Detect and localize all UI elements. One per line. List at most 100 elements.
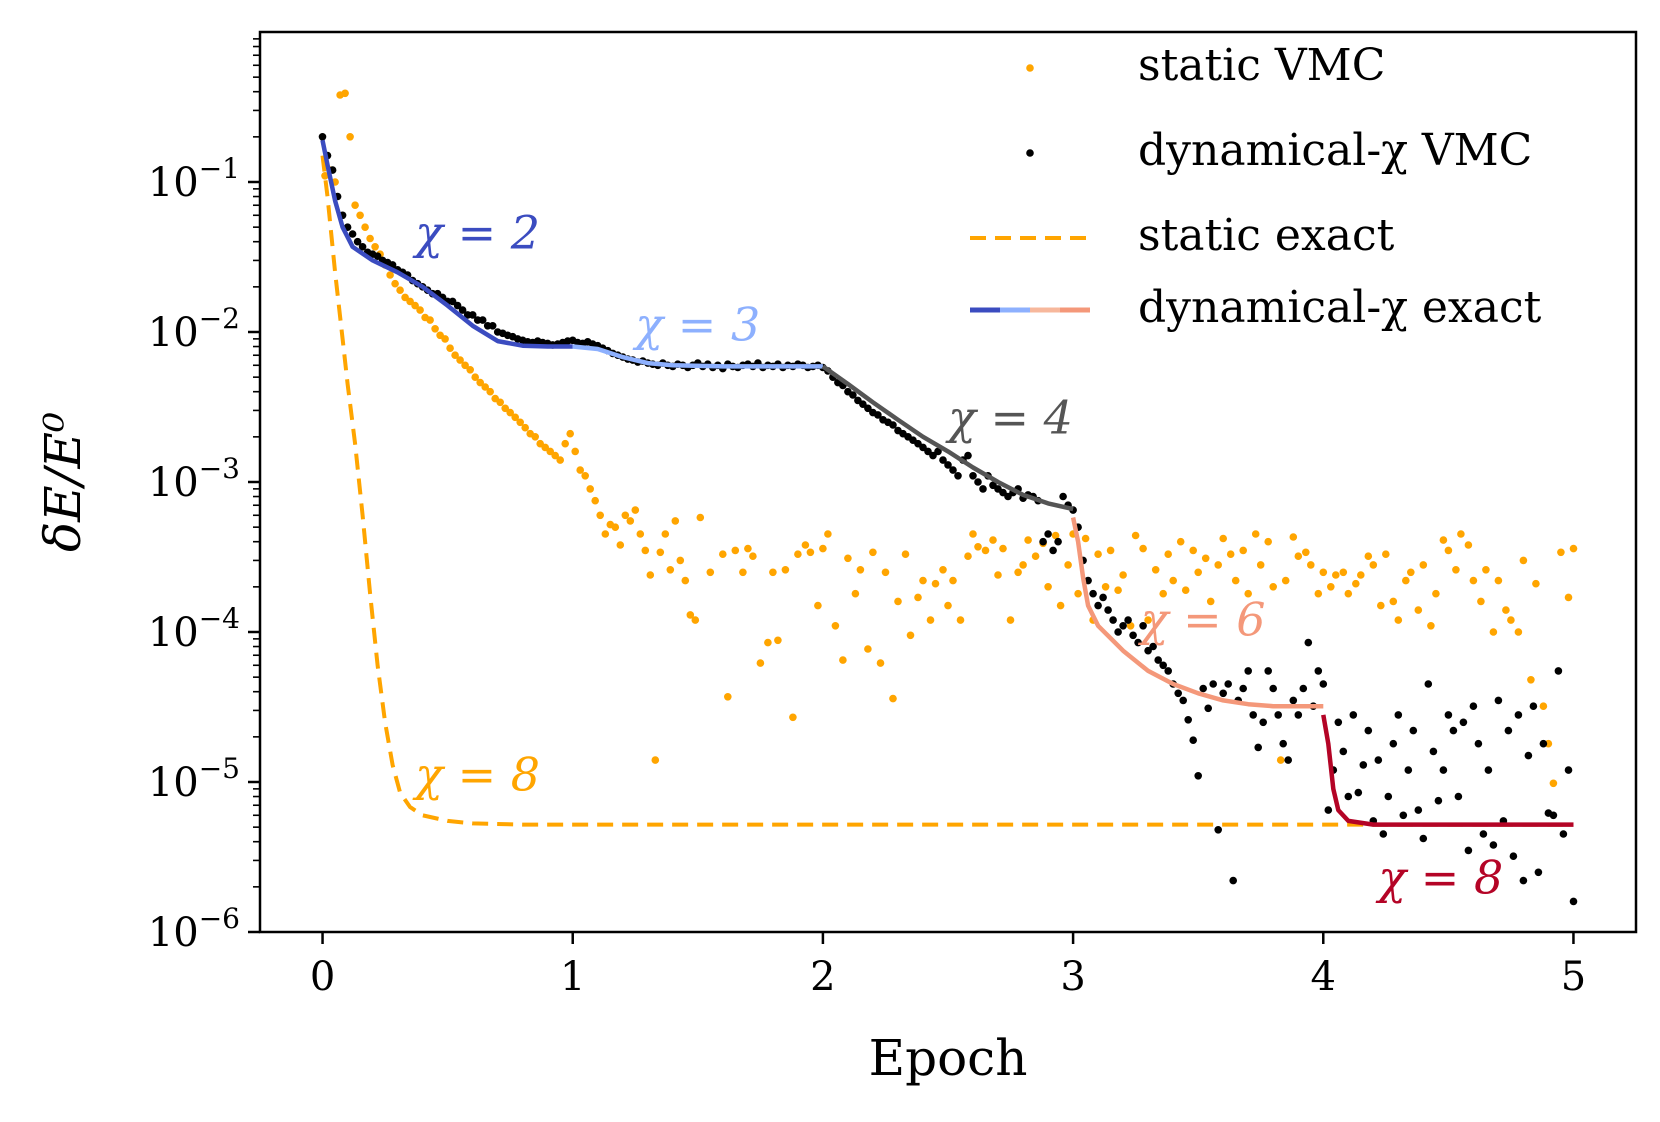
static-vmc-point [894,597,902,606]
static-vmc-point [501,404,510,413]
static-vmc-point [1206,597,1215,606]
dynamical-vmc-point [1229,876,1237,885]
static-vmc-point [814,601,822,610]
static-vmc-point [441,335,449,343]
dynamical-vmc-point [1284,756,1292,764]
static-vmc-point [1006,616,1015,624]
dynamical-vmc-point [1374,756,1383,764]
static-vmc-point [1507,616,1515,624]
static-vmc-point [1081,534,1090,543]
dynamical-vmc-point [1149,642,1157,651]
static-vmc-point [1139,544,1147,553]
dynamical-vmc-point [1239,684,1247,693]
dynamical-vmc-point [1564,766,1573,774]
x-tick-label: 3 [1060,954,1085,1000]
y-tick-label: 10−4 [148,602,240,656]
dynamical-vmc-point [1324,806,1333,814]
dynamical-vmc-point [1164,667,1172,675]
static-vmc-point [1439,536,1448,544]
static-vmc-point [881,568,890,577]
static-vmc-point [1407,568,1415,577]
static-vmc-point [1074,589,1082,598]
static-vmc-point [1239,546,1247,555]
static-vmc-point [1419,561,1428,569]
static-vmc-point [1114,586,1122,594]
static-vmc-point [521,423,529,432]
dynamical-vmc-point [1489,841,1498,849]
dynamical-vmc-point [1109,616,1117,624]
dynamical-vmc-point [1459,718,1468,727]
legend: static VMC dynamical-χ VMC static exact dyn… [970,40,1542,333]
static-vmc-point [1519,556,1528,565]
static-vmc-point [1094,550,1102,558]
static-vmc-point [346,133,354,141]
static-vmc-point [446,344,454,353]
chi-annotation: χ = 2 [412,206,540,260]
static-vmc-point [456,356,464,364]
static-vmc-point [1464,541,1473,549]
static-vmc-point [781,566,790,574]
static-vmc-point [1126,622,1135,630]
static-vmc-point [889,694,897,703]
dynamical-vmc-point [1399,811,1408,820]
static-vmc-point [561,439,569,448]
static-vmc-point [706,568,715,577]
dynamical-vmc-point [939,456,947,464]
static-vmc-point [1427,622,1435,630]
static-vmc-point [1044,583,1052,591]
dynamical-vmc-point [1444,711,1453,719]
dynamical-vmc-point [944,461,952,469]
static-vmc-point [1014,568,1022,577]
legend-label: dynamical-χ exact [1138,282,1542,333]
static-vmc-point [616,541,625,549]
dynamical-vmc-point [1304,638,1313,647]
static-vmc-point [506,408,514,417]
static-vmc-point [901,550,910,558]
static-vmc-point [611,523,620,531]
dynamical-vmc-point [478,316,487,324]
static-vmc-point [681,576,690,585]
static-vmc-point [1514,628,1523,636]
dynamical-vmc-point [1254,743,1262,752]
static-vmc-point [511,413,519,422]
dynamical-vmc-point [1094,601,1102,610]
static-vmc-point [1269,583,1277,591]
dynamical-vmc-point [1524,751,1533,760]
static-vmc-point [1144,616,1152,624]
static-vmc-point [1489,628,1498,636]
dynamical-vmc-point [874,411,882,419]
static-vmc-point [1307,561,1315,569]
static-vmc-point [806,548,815,557]
static-vmc-point [1457,530,1465,538]
static-vmc-point [914,593,922,602]
static-vmc-point [1452,566,1460,574]
static-vmc-point [1164,550,1172,558]
dynamical-vmc-point [1354,788,1363,797]
dynamical-vmc-point [353,237,362,246]
static-vmc-point [586,485,594,493]
chi-annotation: χ = 8 [1375,851,1503,905]
static-vmc-point [651,756,660,764]
dynamical-vmc-point [889,421,897,429]
dynamical-vmc-point [373,252,382,260]
static-vmc-point [1532,579,1540,588]
static-vmc-point [856,566,865,574]
static-vmc-point [396,286,404,295]
static-vmc-point [756,659,765,667]
static-vmc-point [666,566,675,574]
static-vmc-point [371,243,379,251]
static-vmc-point [351,201,359,209]
static-vmc-point [546,447,554,456]
static-vmc-point [1251,530,1260,538]
x-tick-label: 0 [310,954,335,1000]
static-vmc-point [739,568,747,577]
y-axis-label: δE/E⁰ [34,412,92,552]
static-vmc-point [636,530,645,538]
dynamical-vmc-point [949,466,957,474]
static-vmc-point [1394,616,1403,624]
static-vmc-point [1494,576,1503,585]
static-vmc-point [1302,548,1310,557]
dynamical-vmc-point [318,133,327,141]
dynamical-vmc-point [1424,680,1433,688]
